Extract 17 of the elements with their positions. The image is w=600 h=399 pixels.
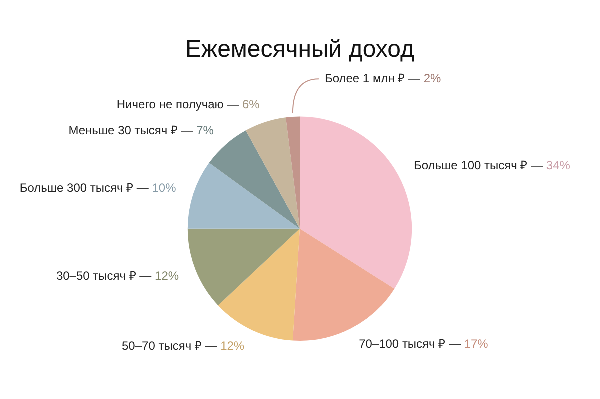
slice-label: Больше 300 тысяч ₽ — [20,181,149,196]
data-label: 34% [546,158,571,173]
data-label: 10% [152,181,177,196]
slice-label: Больше 100 тысяч ₽ — [414,158,544,173]
data-label: 2% [424,71,442,86]
slice-label: 50–70 тысяч ₽ — [122,338,218,353]
slice-label: Ничего не получаю — [116,97,240,112]
slice-label: 30–50 тысяч ₽ — [56,269,152,284]
chart-title: Ежемесячный доход [186,36,414,64]
data-label: 12% [155,269,180,284]
slice-label: 70–100 тысяч ₽ — [359,337,461,352]
data-label: 17% [464,337,489,352]
slice-label: Меньше 30 тысяч ₽ — [68,124,194,138]
data-label: 12% [220,338,245,353]
data-label: 6% [242,97,260,112]
slice-label: Более 1 млн ₽ — [324,71,420,86]
data-label: 7% [196,124,214,138]
